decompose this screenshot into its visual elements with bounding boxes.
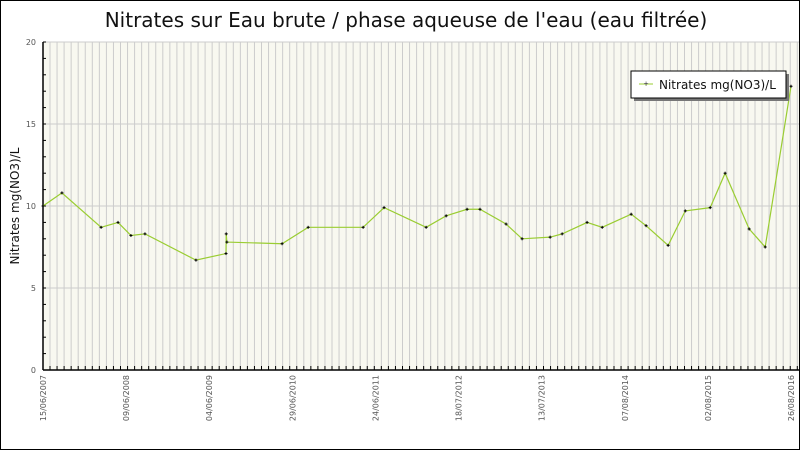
data-point — [683, 209, 687, 213]
data-point — [41, 204, 45, 208]
y-tick-label: 20 — [26, 38, 36, 47]
axes — [42, 41, 799, 371]
data-point — [723, 171, 727, 175]
data-point — [504, 222, 508, 226]
y-axis-label: Nitrates mg(NO3)/L — [8, 147, 22, 264]
data-point — [225, 240, 229, 244]
data-point — [224, 232, 228, 236]
data-point — [444, 214, 448, 218]
data-point — [763, 245, 767, 249]
data-point — [306, 225, 310, 229]
data-point — [560, 232, 564, 236]
data-point — [666, 243, 670, 247]
data-point — [280, 242, 284, 246]
chart-title: Nitrates sur Eau brute / phase aqueuse d… — [105, 8, 708, 32]
x-tick-label: 18/07/2012 — [455, 375, 464, 421]
y-tick-label: 15 — [26, 120, 36, 129]
y-tick-label: 0 — [31, 366, 36, 375]
data-point — [116, 220, 120, 224]
data-point — [708, 206, 712, 210]
x-tick-label: 15/06/2007 — [39, 375, 48, 421]
data-point — [99, 225, 103, 229]
x-tick-label: 24/06/2011 — [371, 375, 380, 421]
data-point — [465, 207, 469, 211]
data-point — [224, 252, 228, 256]
legend: + Nitrates mg(NO3)/L — [630, 70, 789, 101]
x-tick-label: 02/08/2015 — [704, 375, 713, 421]
data-point — [382, 206, 386, 210]
data-point — [520, 237, 524, 241]
data-point — [548, 235, 552, 239]
y-tick-label: 10 — [26, 202, 36, 211]
data-point — [194, 258, 198, 262]
legend-label: Nitrates mg(NO3)/L — [659, 78, 776, 92]
data-point — [60, 191, 64, 195]
data-point — [478, 207, 482, 211]
x-tick-label: 07/08/2014 — [621, 375, 630, 421]
tick-labels: 0 5 10 15 20 15/06/2007 09/06/2008 04/06/2009 29… — [26, 38, 796, 421]
data-point — [600, 225, 604, 229]
x-tick-label: 09/06/2008 — [122, 375, 131, 421]
series — [41, 84, 793, 262]
data-point — [424, 225, 428, 229]
data-point — [143, 232, 147, 236]
data-point — [644, 224, 648, 228]
x-tick-label: 13/07/2013 — [538, 375, 547, 421]
data-point — [629, 212, 633, 216]
legend-box — [630, 70, 787, 99]
data-point — [361, 225, 365, 229]
legend-marker: + — [643, 79, 648, 89]
x-tick-label: 29/06/2010 — [288, 375, 297, 421]
data-point — [747, 227, 751, 231]
data-point — [585, 220, 589, 224]
x-tick-label: 26/08/2016 — [787, 375, 796, 421]
y-tick-label: 5 — [31, 284, 36, 293]
data-point — [789, 84, 793, 88]
data-point — [129, 234, 133, 238]
x-tick-label: 04/06/2009 — [205, 375, 214, 421]
